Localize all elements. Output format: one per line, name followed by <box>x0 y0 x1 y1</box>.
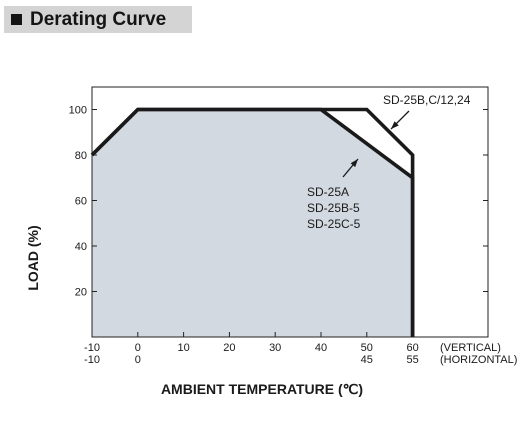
y-tick-label: 100 <box>69 105 87 117</box>
x-tick-label-vertical: 30 <box>269 342 281 354</box>
x-tick-label-vertical: 60 <box>406 342 418 354</box>
x-tick-label-vertical: 50 <box>361 342 373 354</box>
arrow-sd25b-head <box>391 121 399 129</box>
x-axis-title: AMBIENT TEMPERATURE (℃) <box>161 381 363 397</box>
y-tick-label: 20 <box>75 287 87 299</box>
series-line-2 <box>90 107 415 337</box>
horizontal-note: (HORIZONTAL) <box>440 354 517 366</box>
header-square-icon <box>11 14 22 25</box>
x-tick-label-vertical: -10 <box>84 342 100 354</box>
y-axis-title: LOAD (%) <box>25 225 41 290</box>
x-tick-label-horizontal: -10 <box>84 354 100 366</box>
x-tick-label-vertical: 40 <box>315 342 327 354</box>
section-header: Derating Curve <box>4 6 192 33</box>
x-tick-label-horizontal: 45 <box>361 354 373 366</box>
x-tick-label-vertical: 20 <box>223 342 235 354</box>
arrow-sd25a-head <box>350 159 358 168</box>
x-tick-label-vertical: 10 <box>177 342 189 354</box>
y-tick-label: 40 <box>75 241 87 253</box>
y-tick-label: 60 <box>75 196 87 208</box>
y-tick-label: 80 <box>75 150 87 162</box>
annotation-sd25a-line: SD-25C-5 <box>307 217 361 231</box>
vertical-note: (VERTICAL) <box>440 342 501 354</box>
annotation-sd25a-line: SD-25B-5 <box>307 201 360 215</box>
x-tick-label-horizontal: 0 <box>135 354 141 366</box>
area-fill <box>92 109 413 337</box>
annotation-sd25a-line: SD-25A <box>307 185 349 199</box>
section-title: Derating Curve <box>30 9 167 30</box>
x-tick-label-horizontal: 55 <box>406 354 418 366</box>
x-tick-label-vertical: 0 <box>135 342 141 354</box>
annotation-sd25b: SD-25B,C/12,24 <box>383 93 471 107</box>
plot-frame <box>91 86 489 338</box>
